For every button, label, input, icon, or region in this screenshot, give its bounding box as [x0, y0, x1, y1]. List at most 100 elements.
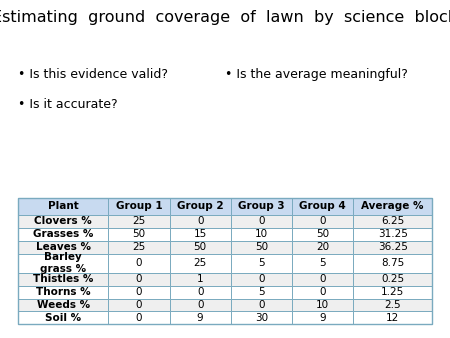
Text: Group 2: Group 2 [177, 201, 224, 211]
Bar [292, 272, 353, 286]
Text: 0: 0 [197, 287, 203, 297]
Bar [353, 228, 432, 241]
Bar [292, 198, 353, 215]
Bar [170, 298, 231, 312]
Text: 25: 25 [194, 258, 207, 268]
Bar [292, 241, 353, 254]
Bar [18, 254, 108, 272]
Bar [108, 312, 170, 324]
Text: Clovers %: Clovers % [34, 216, 92, 226]
Text: 9: 9 [320, 313, 326, 323]
Text: 1.25: 1.25 [381, 287, 404, 297]
Bar [108, 215, 170, 228]
Text: Estimating  ground  coverage  of  lawn  by  science  block: Estimating ground coverage of lawn by sc… [0, 10, 450, 25]
Bar [292, 298, 353, 312]
Text: 0: 0 [320, 216, 326, 226]
Text: 25: 25 [132, 216, 145, 226]
Text: 0: 0 [258, 216, 265, 226]
Text: 8.75: 8.75 [381, 258, 404, 268]
Text: 0: 0 [135, 274, 142, 284]
Bar [353, 254, 432, 272]
Bar [231, 286, 292, 298]
Text: 0: 0 [197, 300, 203, 310]
Text: 25: 25 [132, 242, 145, 252]
Text: 0: 0 [135, 287, 142, 297]
Text: Grasses %: Grasses % [33, 229, 93, 239]
Bar [353, 312, 432, 324]
Bar [170, 241, 231, 254]
Text: • Is it accurate?: • Is it accurate? [18, 98, 117, 111]
Bar [170, 198, 231, 215]
Text: 15: 15 [194, 229, 207, 239]
Bar [292, 215, 353, 228]
Text: 0: 0 [135, 313, 142, 323]
Text: 0: 0 [320, 274, 326, 284]
Bar [231, 298, 292, 312]
Text: 0: 0 [258, 300, 265, 310]
Text: 20: 20 [316, 242, 329, 252]
Bar [18, 198, 432, 324]
Bar [18, 286, 108, 298]
Text: Soil %: Soil % [45, 313, 81, 323]
Text: 2.5: 2.5 [384, 300, 401, 310]
Bar [108, 272, 170, 286]
Text: 9: 9 [197, 313, 203, 323]
Text: 36.25: 36.25 [378, 242, 408, 252]
Bar [18, 241, 108, 254]
Text: • Is the average meaningful?: • Is the average meaningful? [225, 68, 408, 80]
Text: Plant: Plant [48, 201, 78, 211]
Text: 50: 50 [316, 229, 329, 239]
Text: Weeds %: Weeds % [36, 300, 90, 310]
Text: • Is this evidence valid?: • Is this evidence valid? [18, 68, 168, 80]
Bar [108, 286, 170, 298]
Bar [108, 254, 170, 272]
Bar [170, 228, 231, 241]
Text: 5: 5 [320, 258, 326, 268]
Bar [18, 198, 108, 215]
Bar [353, 215, 432, 228]
Bar [108, 241, 170, 254]
Text: 0: 0 [197, 216, 203, 226]
Text: Thistles %: Thistles % [33, 274, 93, 284]
Bar [170, 272, 231, 286]
Text: 5: 5 [258, 258, 265, 268]
Text: Group 1: Group 1 [116, 201, 162, 211]
Bar [231, 312, 292, 324]
Bar [18, 215, 108, 228]
Text: 0: 0 [135, 300, 142, 310]
Text: 0: 0 [258, 274, 265, 284]
Text: Leaves %: Leaves % [36, 242, 90, 252]
Text: 12: 12 [386, 313, 399, 323]
Bar [231, 254, 292, 272]
Bar [170, 215, 231, 228]
Bar [292, 312, 353, 324]
Text: 0: 0 [135, 258, 142, 268]
Bar [231, 228, 292, 241]
Bar [108, 228, 170, 241]
Text: Group 3: Group 3 [238, 201, 285, 211]
Text: Average %: Average % [361, 201, 424, 211]
Bar [18, 312, 108, 324]
Bar [18, 272, 108, 286]
Bar [353, 198, 432, 215]
Bar [231, 241, 292, 254]
Text: Barley
grass %: Barley grass % [40, 252, 86, 274]
Bar [292, 254, 353, 272]
Text: 0.25: 0.25 [381, 274, 404, 284]
Bar [292, 286, 353, 298]
Text: Group 4: Group 4 [299, 201, 346, 211]
Bar [108, 298, 170, 312]
Bar [18, 228, 108, 241]
Bar [170, 286, 231, 298]
Bar [170, 254, 231, 272]
Bar [292, 228, 353, 241]
Text: 6.25: 6.25 [381, 216, 404, 226]
Text: 10: 10 [255, 229, 268, 239]
Bar [353, 298, 432, 312]
Bar [353, 241, 432, 254]
Text: 5: 5 [258, 287, 265, 297]
Bar [231, 272, 292, 286]
Text: 50: 50 [132, 229, 145, 239]
Text: 1: 1 [197, 274, 203, 284]
Text: 0: 0 [320, 287, 326, 297]
